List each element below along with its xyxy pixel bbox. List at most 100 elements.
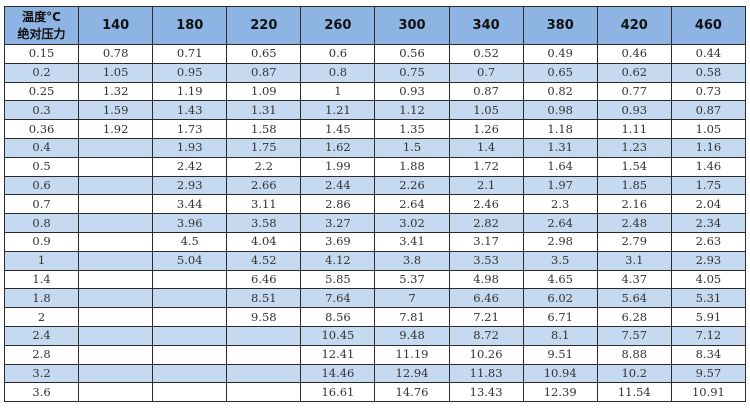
pressure-cell: 0.15 — [3, 44, 80, 64]
value-cell: 1 — [300, 81, 376, 102]
column-header-340: 340 — [448, 6, 524, 45]
value-cell: 1.05 — [448, 100, 524, 121]
value-cell: 1.12 — [374, 100, 450, 121]
value-cell: 3.58 — [226, 213, 302, 233]
value-cell: 0.52 — [448, 44, 524, 64]
value-cell: 2.16 — [596, 194, 672, 215]
value-cell: 0.75 — [374, 62, 450, 83]
value-cell: 0.65 — [522, 62, 598, 83]
value-cell — [78, 288, 154, 309]
value-cell: 4.04 — [226, 231, 302, 252]
value-cell: 1.72 — [448, 156, 524, 177]
value-cell: 7.21 — [448, 307, 524, 327]
value-cell: 2.04 — [670, 194, 747, 215]
pressure-cell: 1.4 — [3, 269, 80, 290]
column-header-220: 220 — [226, 6, 302, 45]
data-table: 温度°C 绝对压力 140 180 220 260 300 340 380 420 460 0.… — [3, 6, 747, 403]
value-cell: 11.19 — [374, 344, 450, 365]
column-header-380: 380 — [522, 6, 598, 45]
value-cell: 10.45 — [300, 325, 376, 346]
table-row: 0.5 2.42 2.2 1.99 1.88 1.72 1.64 1.54 1.46 — [3, 156, 747, 177]
value-cell: 0.73 — [670, 81, 747, 102]
value-cell — [78, 137, 154, 158]
pressure-cell: 3.6 — [3, 382, 80, 403]
corner-header: 温度°C 绝对压力 — [3, 6, 80, 45]
value-cell: 10.91 — [670, 382, 747, 403]
value-cell: 3.69 — [300, 231, 376, 252]
value-cell: 2.93 — [670, 250, 747, 271]
value-cell: 1.46 — [670, 156, 747, 177]
value-cell: 7 — [374, 288, 450, 309]
table-row: 1.8 8.51 7.64 7 6.46 6.02 5.64 5.31 — [3, 288, 747, 309]
value-cell — [152, 269, 228, 290]
value-cell: 1.11 — [596, 119, 672, 139]
value-cell: 12.39 — [522, 382, 598, 403]
value-cell: 4.05 — [670, 269, 747, 290]
value-cell — [152, 325, 228, 346]
value-cell: 10.26 — [448, 344, 524, 365]
pressure-cell: 0.5 — [3, 156, 80, 177]
column-header-460: 460 — [670, 6, 747, 45]
value-cell: 9.57 — [670, 363, 747, 384]
value-cell: 8.51 — [226, 288, 302, 309]
value-cell: 12.94 — [374, 363, 450, 384]
pressure-cell: 0.7 — [3, 194, 80, 215]
value-cell: 1.43 — [152, 100, 228, 121]
value-cell: 1.05 — [78, 62, 154, 83]
pressure-cell: 0.36 — [3, 119, 80, 139]
value-cell — [78, 269, 154, 290]
value-cell: 6.46 — [448, 288, 524, 309]
value-cell: 3.53 — [448, 250, 524, 271]
pressure-cell: 2 — [3, 307, 80, 327]
table-row: 1 5.04 4.52 4.12 3.8 3.53 3.5 3.1 2.93 — [3, 250, 747, 271]
pressure-cell: 0.6 — [3, 175, 80, 196]
table-row: 0.15 0.78 0.71 0.65 0.6 0.56 0.52 0.49 0.46 0.44 — [3, 44, 747, 64]
temperature-label: 温度°C — [22, 9, 61, 24]
pressure-label: 绝对压力 — [17, 26, 66, 41]
value-cell — [78, 194, 154, 215]
value-cell: 6.46 — [226, 269, 302, 290]
value-cell: 0.87 — [448, 81, 524, 102]
value-cell: 0.87 — [226, 62, 302, 83]
value-cell: 1.73 — [152, 119, 228, 139]
table-row: 2.8 12.41 11.19 10.26 9.51 8.88 8.34 — [3, 344, 747, 365]
table-row: 2 9.58 8.56 7.81 7.21 6.71 6.28 5.91 — [3, 307, 747, 327]
value-cell: 1.97 — [522, 175, 598, 196]
table-row: 0.4 1.93 1.75 1.62 1.5 1.4 1.31 1.23 1.16 — [3, 137, 747, 158]
value-cell — [226, 382, 302, 403]
value-cell: 0.87 — [670, 100, 747, 121]
column-header-420: 420 — [596, 6, 672, 45]
value-cell: 3.8 — [374, 250, 450, 271]
value-cell: 3.02 — [374, 213, 450, 233]
value-cell: 1.32 — [78, 81, 154, 102]
value-cell: 0.62 — [596, 62, 672, 83]
value-cell: 2.48 — [596, 213, 672, 233]
value-cell: 0.46 — [596, 44, 672, 64]
column-header-300: 300 — [374, 6, 450, 45]
value-cell: 2.64 — [374, 194, 450, 215]
value-cell: 1.99 — [300, 156, 376, 177]
value-cell: 1.88 — [374, 156, 450, 177]
value-cell: 8.72 — [448, 325, 524, 346]
value-cell: 1.09 — [226, 81, 302, 102]
value-cell: 11.54 — [596, 382, 672, 403]
value-cell: 2.34 — [670, 213, 747, 233]
value-cell: 1.05 — [670, 119, 747, 139]
value-cell: 8.1 — [522, 325, 598, 346]
value-cell: 1.85 — [596, 175, 672, 196]
value-cell: 1.58 — [226, 119, 302, 139]
value-cell: 5.31 — [670, 288, 747, 309]
value-cell: 6.28 — [596, 307, 672, 327]
value-cell: 7.12 — [670, 325, 747, 346]
value-cell: 0.82 — [522, 81, 598, 102]
value-cell: 2.82 — [448, 213, 524, 233]
value-cell: 3.96 — [152, 213, 228, 233]
pressure-cell: 0.2 — [3, 62, 80, 83]
value-cell: 13.43 — [448, 382, 524, 403]
header-row: 温度°C 绝对压力 140 180 220 260 300 340 380 420 460 — [3, 6, 747, 45]
value-cell: 16.61 — [300, 382, 376, 403]
value-cell: 0.93 — [374, 81, 450, 102]
value-cell — [152, 288, 228, 309]
value-cell: 1.54 — [596, 156, 672, 177]
table-row: 2.4 10.45 9.48 8.72 8.1 7.57 7.12 — [3, 325, 747, 346]
